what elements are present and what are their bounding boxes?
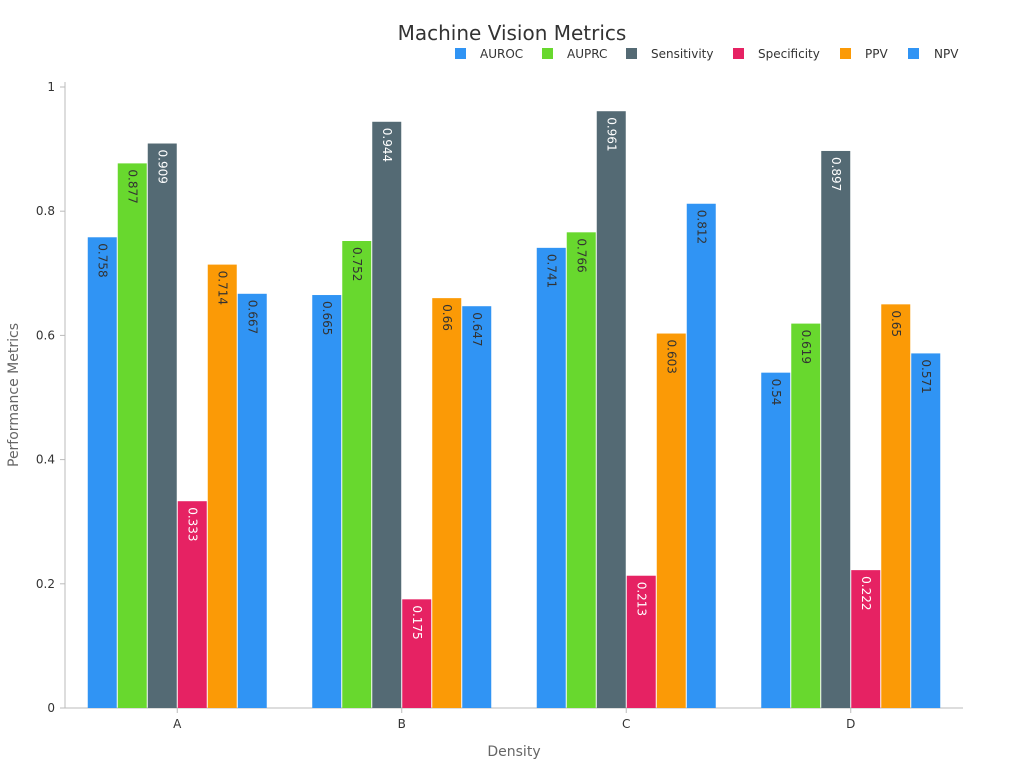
y-axis-label: Performance Metrics [6, 323, 22, 467]
data-label: 0.213 [634, 582, 648, 616]
bar-npv-a [237, 293, 267, 708]
data-label: 0.665 [320, 301, 334, 335]
legend-swatch-auroc [455, 48, 466, 59]
bar-auprc-c [566, 232, 596, 708]
x-tick-label: A [173, 717, 182, 731]
x-tick-label: C [622, 717, 630, 731]
data-label: 0.333 [185, 507, 199, 541]
data-label: 0.714 [215, 271, 229, 305]
y-ticks: 0 0.2 0.4 0.6 0.8 1 [36, 80, 65, 715]
legend-swatch-ppv [840, 48, 851, 59]
x-tick-label: D [846, 717, 855, 731]
bar-auprc-a [117, 163, 147, 708]
bar-npv-d [911, 353, 941, 708]
bar-specificity-d [851, 570, 881, 708]
bar-sensitivity-a [147, 143, 177, 709]
data-label: 0.175 [410, 605, 424, 639]
bar-ppv-c [656, 333, 686, 708]
legend-label-auprc: AUPRC [567, 47, 607, 61]
bar-specificity-a [177, 501, 207, 708]
data-label: 0.758 [95, 243, 109, 277]
bar-specificity-b [402, 599, 432, 708]
data-label: 0.741 [544, 254, 558, 288]
legend-swatch-sensitivity [626, 48, 637, 59]
bar-ppv-d [881, 304, 911, 708]
y-tick-label: 0.2 [36, 577, 55, 591]
bar-labels: 0.758 0.877 0.909 0.333 0.714 0.667 0.665 0.752… [95, 117, 933, 639]
bar-auroc-c [536, 247, 566, 709]
data-label: 0.647 [470, 312, 484, 346]
data-label: 0.54 [769, 379, 783, 406]
x-axis-label: Density [487, 744, 540, 760]
bar-npv-b [462, 306, 492, 708]
data-label: 0.877 [125, 169, 139, 203]
data-label: 0.619 [799, 330, 813, 364]
chart-title: Machine Vision Metrics [398, 21, 627, 45]
legend-label-npv: NPV [934, 47, 959, 61]
data-label: 0.961 [604, 117, 618, 151]
y-tick-label: 0.6 [36, 328, 55, 342]
x-tick-label: B [398, 717, 406, 731]
data-label: 0.812 [694, 210, 708, 244]
bar-ppv-a [207, 264, 237, 708]
bar-auroc-a [87, 237, 117, 709]
data-label: 0.897 [829, 157, 843, 191]
bar-auprc-d [791, 323, 821, 708]
data-label: 0.571 [919, 359, 933, 393]
bar-npv-c [686, 203, 716, 709]
bar-auprc-b [342, 241, 372, 708]
data-label: 0.222 [859, 576, 873, 610]
data-label: 0.944 [380, 128, 394, 162]
data-label: 0.766 [574, 238, 588, 272]
bar-auroc-b [312, 295, 342, 708]
x-ticks: A B C D [173, 708, 855, 731]
data-label: 0.65 [889, 310, 903, 337]
legend-swatch-auprc [542, 48, 553, 59]
bars [87, 111, 941, 709]
data-label: 0.909 [155, 150, 169, 184]
data-label: 0.66 [440, 304, 454, 331]
legend-swatch-npv [908, 48, 919, 59]
legend-label-specificity: Specificity [758, 47, 820, 61]
y-tick-label: 0 [47, 701, 55, 715]
bar-sensitivity-b [372, 121, 402, 708]
legend-swatch-specificity [733, 48, 744, 59]
y-tick-label: 0.4 [36, 453, 55, 467]
bar-sensitivity-d [821, 150, 851, 708]
bar-auroc-d [761, 372, 791, 708]
y-tick-label: 0.8 [36, 204, 55, 218]
legend-label-sensitivity: Sensitivity [651, 47, 713, 61]
bar-ppv-b [432, 298, 462, 708]
legend-label-ppv: PPV [865, 47, 888, 61]
data-label: 0.603 [664, 340, 678, 374]
legend: AUROC AUPRC Sensitivity Specificity PPV NPV [455, 47, 959, 61]
data-label: 0.667 [245, 300, 259, 334]
legend-label-auroc: AUROC [480, 47, 523, 61]
data-label: 0.752 [350, 247, 364, 281]
bar-sensitivity-c [596, 111, 626, 709]
bar-specificity-c [626, 575, 656, 708]
y-tick-label: 1 [47, 80, 55, 94]
